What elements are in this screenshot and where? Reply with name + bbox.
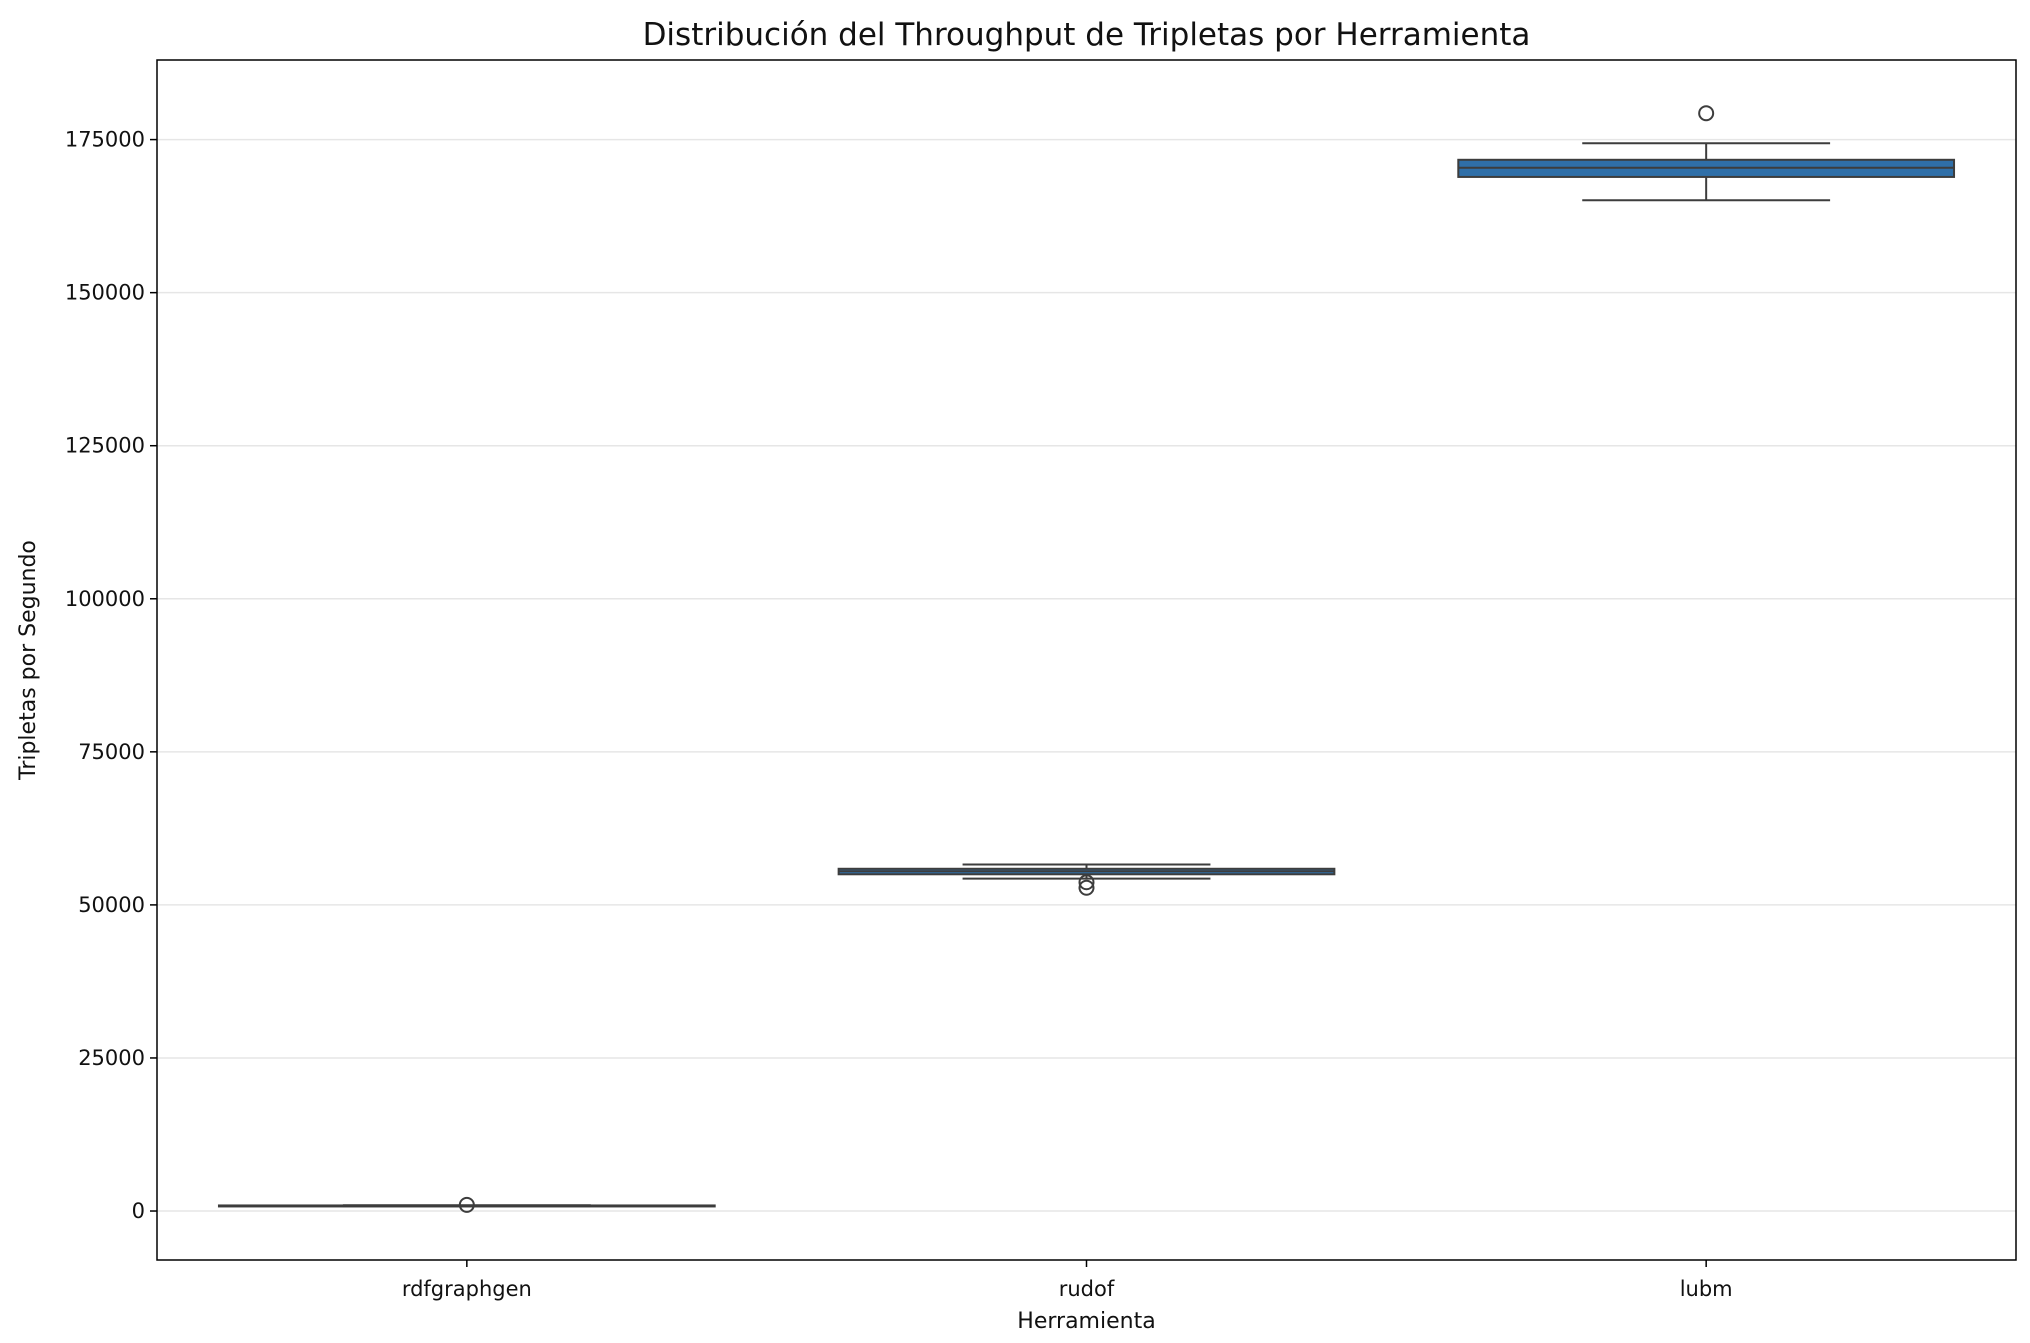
box-group-lubm [1457, 105, 1956, 202]
y-tick-label: 150000 [65, 281, 145, 305]
y-axis-label: Tripletas por Segundo [16, 540, 41, 781]
outlier-point [1078, 879, 1095, 896]
plot-area-frame [156, 59, 2017, 1261]
outlier-point [458, 1196, 475, 1213]
y-tick-label: 125000 [65, 434, 145, 458]
x-tick-label: rudof [1059, 1277, 1115, 1301]
outlier-point [1078, 874, 1095, 891]
y-tick-label: 50000 [78, 893, 145, 917]
chart-title: Distribución del Throughput de Tripletas… [643, 17, 1531, 53]
y-tick-label: 75000 [78, 740, 145, 764]
y-tick-label: 100000 [65, 587, 145, 611]
y-tick-label: 175000 [65, 128, 145, 152]
y-axis-ticks: 0 25000 50000 75000 100000 125000 150000 175000 [65, 128, 157, 1223]
outlier-point [1698, 105, 1715, 122]
x-axis-label: Herramienta [1017, 1309, 1155, 1334]
grid-lines [157, 138, 2016, 1212]
box-group-rudof [837, 863, 1336, 896]
x-axis-ticks: rdfgraphgen rudof lubm [402, 1260, 1733, 1301]
box-plot-series [217, 105, 1956, 1213]
x-tick-label: rdfgraphgen [402, 1277, 532, 1301]
y-tick-label: 25000 [78, 1046, 145, 1070]
box-group-rdfgraphgen [217, 1196, 716, 1213]
y-tick-label: 0 [132, 1199, 145, 1223]
x-tick-label: lubm [1680, 1277, 1733, 1301]
